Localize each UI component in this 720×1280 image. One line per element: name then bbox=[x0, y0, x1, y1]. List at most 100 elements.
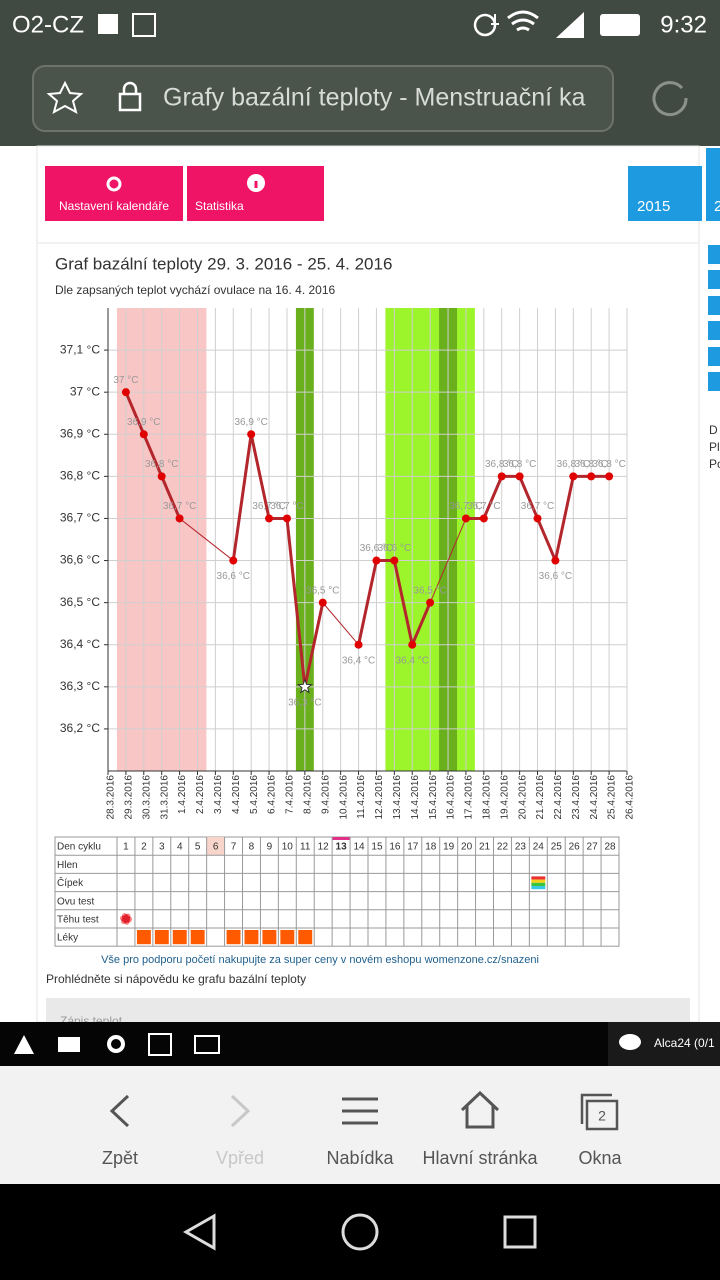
day-number: 13 bbox=[336, 842, 348, 853]
mail-icon[interactable] bbox=[58, 1037, 80, 1052]
x-tick-label: 7.4.2016 bbox=[285, 775, 296, 814]
x-tick-label: 29.3.2016 bbox=[124, 775, 135, 820]
lock-shackle bbox=[122, 81, 138, 94]
x-tick-label: 9.4.2016 bbox=[320, 775, 331, 814]
help-link[interactable]: Prohlédněte si nápovědu ke grafu bazální… bbox=[46, 972, 306, 986]
value-label: 36,6 °C bbox=[217, 571, 250, 582]
day-number: 4 bbox=[177, 842, 183, 853]
shop-link[interactable]: Vše pro podporu početí nakupujte za supe… bbox=[101, 954, 539, 966]
side-box[interactable] bbox=[708, 347, 720, 366]
x-tick-label: 19.4.2016 bbox=[499, 775, 510, 820]
nav-label[interactable]: Zpět bbox=[102, 1148, 138, 1168]
system-home[interactable] bbox=[341, 1213, 379, 1251]
value-label: 36,8 °C bbox=[145, 459, 178, 470]
side-text: Pl bbox=[709, 440, 720, 454]
day-number: 25 bbox=[551, 842, 563, 853]
chart-title: Graf bazální teploty 29. 3. 2016 - 25. 4… bbox=[55, 254, 392, 273]
nav-label[interactable]: Okna bbox=[578, 1148, 622, 1168]
x-tick-label: 11.4.2016 bbox=[356, 775, 367, 819]
gear-icon bbox=[106, 176, 122, 192]
forward-icon bbox=[230, 1094, 251, 1128]
value-label: 36,5 °C bbox=[306, 585, 339, 596]
menu-icon[interactable] bbox=[342, 1097, 378, 1125]
x-tick-label: 26.4.2016 bbox=[625, 775, 636, 820]
year-button[interactable] bbox=[628, 166, 702, 221]
settings-button[interactable] bbox=[45, 166, 183, 221]
side-box[interactable] bbox=[708, 321, 720, 340]
alarm-icon bbox=[473, 13, 497, 37]
header-highlight bbox=[206, 837, 225, 856]
side-box[interactable] bbox=[708, 296, 720, 315]
y-tick-label: 36,7 °C bbox=[60, 511, 100, 525]
alert-icon[interactable] bbox=[14, 1035, 34, 1054]
value-label: 36,3 °C bbox=[288, 697, 321, 708]
x-tick-label: 28.3.2016 bbox=[106, 775, 117, 820]
url-box[interactable] bbox=[32, 65, 614, 132]
x-tick-label: 16.4.2016 bbox=[446, 775, 457, 820]
value-label: 36,9 °C bbox=[127, 417, 160, 428]
marker bbox=[605, 472, 614, 481]
button-label: Statistika bbox=[195, 199, 244, 213]
row-label: Ovu test bbox=[57, 896, 94, 907]
x-tick-label: 30.3.2016 bbox=[141, 775, 152, 820]
home-icon[interactable] bbox=[460, 1090, 500, 1129]
test-mark bbox=[119, 912, 132, 925]
chat-icon bbox=[619, 1034, 641, 1050]
value-label: 36,7 °C bbox=[467, 501, 500, 512]
fb-icon bbox=[98, 14, 118, 34]
value-label: 36,8 °C bbox=[503, 459, 536, 470]
reload-icon[interactable] bbox=[652, 81, 688, 117]
nav-label[interactable]: Nabídka bbox=[326, 1148, 394, 1168]
value-label: 36,5 °C bbox=[413, 585, 446, 596]
y-tick-label: 37,1 °C bbox=[60, 342, 100, 356]
side-boxes bbox=[708, 245, 720, 391]
row-label: Těhu test bbox=[57, 915, 99, 926]
y-tick-label: 37 °C bbox=[70, 384, 100, 398]
marker bbox=[461, 514, 470, 523]
calendar-icon[interactable] bbox=[148, 1033, 172, 1056]
stripe bbox=[531, 876, 546, 880]
temperature-line bbox=[124, 391, 610, 689]
marker bbox=[426, 598, 435, 607]
row-label: Léky bbox=[57, 933, 78, 944]
stripe bbox=[531, 886, 546, 890]
day-number: 17 bbox=[407, 842, 419, 853]
day-number: 20 bbox=[461, 842, 473, 853]
side-box[interactable] bbox=[708, 270, 720, 289]
cycle-table: 1 2 3 4 5 6 7 8 9 10 11 12 13 14 15 16 17 18 19 20 21 22 23 24 2… bbox=[54, 836, 620, 947]
medication-mark bbox=[136, 930, 151, 945]
value-label: 37 °C bbox=[113, 375, 138, 386]
url-title[interactable]: Grafy bazální teploty - Menstruační ka bbox=[163, 84, 586, 112]
year-label: 2 bbox=[714, 198, 720, 215]
value-label: 36,6 °C bbox=[360, 543, 393, 554]
side-box[interactable] bbox=[708, 245, 720, 264]
marker bbox=[372, 556, 381, 565]
year-button[interactable] bbox=[706, 148, 720, 221]
book-icon[interactable] bbox=[194, 1035, 220, 1054]
medication-mark bbox=[154, 930, 169, 945]
medication-mark bbox=[190, 930, 205, 945]
day-number: 2 bbox=[141, 842, 147, 853]
back-icon[interactable] bbox=[109, 1094, 130, 1128]
day-number: 26 bbox=[569, 842, 581, 853]
marker bbox=[282, 514, 291, 523]
x-tick-label: 4.4.2016 bbox=[231, 775, 242, 814]
marker bbox=[390, 556, 399, 565]
row-label: Den cyklu bbox=[57, 842, 101, 853]
system-recents[interactable] bbox=[503, 1215, 537, 1249]
side-text: Po bbox=[709, 457, 720, 471]
day-number: 7 bbox=[231, 842, 237, 853]
value-label: 36,8 °C bbox=[485, 459, 518, 470]
chart-subtitle: Dle zapsaných teplot vychází ovulace na … bbox=[55, 283, 336, 297]
nav-label[interactable]: Hlavní stránka bbox=[422, 1148, 538, 1168]
signal-icon bbox=[556, 12, 584, 38]
system-back[interactable] bbox=[182, 1213, 216, 1251]
day-number: 3 bbox=[159, 842, 165, 853]
gear-icon[interactable] bbox=[107, 1035, 125, 1053]
bookmark-icon[interactable] bbox=[46, 80, 84, 115]
year-label: 2015 bbox=[637, 198, 670, 215]
tabs-icon-back bbox=[580, 1093, 612, 1124]
x-tick-label: 20.4.2016 bbox=[517, 775, 528, 820]
tabs-icon[interactable] bbox=[585, 1099, 619, 1131]
side-box[interactable] bbox=[708, 372, 720, 391]
